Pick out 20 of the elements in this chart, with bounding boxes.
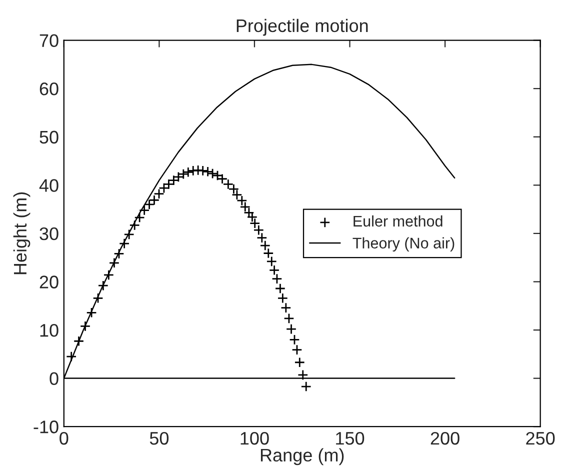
y-tick-label: 60	[40, 82, 58, 96]
y-tick-label: 20	[40, 276, 58, 288]
x-tick-label: 0	[60, 432, 68, 445]
y-tick-label: 30	[40, 227, 58, 240]
x-tick-label: 150	[336, 432, 364, 445]
y-tick-label: 10	[40, 324, 58, 337]
x-tick-label: 100	[240, 432, 269, 445]
legend-label: Theory (No air)	[352, 237, 454, 252]
x-tick-label: 200	[430, 432, 460, 445]
y-tick-label: 0	[50, 372, 58, 386]
y-tick-label: 40	[39, 179, 58, 192]
x-tick-label: 250	[526, 432, 555, 445]
x-axis-title: Range (m)	[260, 448, 344, 466]
chart-title: Projectile motion	[236, 18, 368, 36]
y-tick-label: 70	[40, 34, 58, 48]
legend-label: Euler method	[354, 215, 442, 227]
y-axis-title: Height (m)	[13, 192, 30, 274]
y-tick-label: 50	[40, 130, 58, 144]
x-tick-label: 50	[150, 432, 169, 445]
y-tick-label: -10	[34, 420, 58, 434]
